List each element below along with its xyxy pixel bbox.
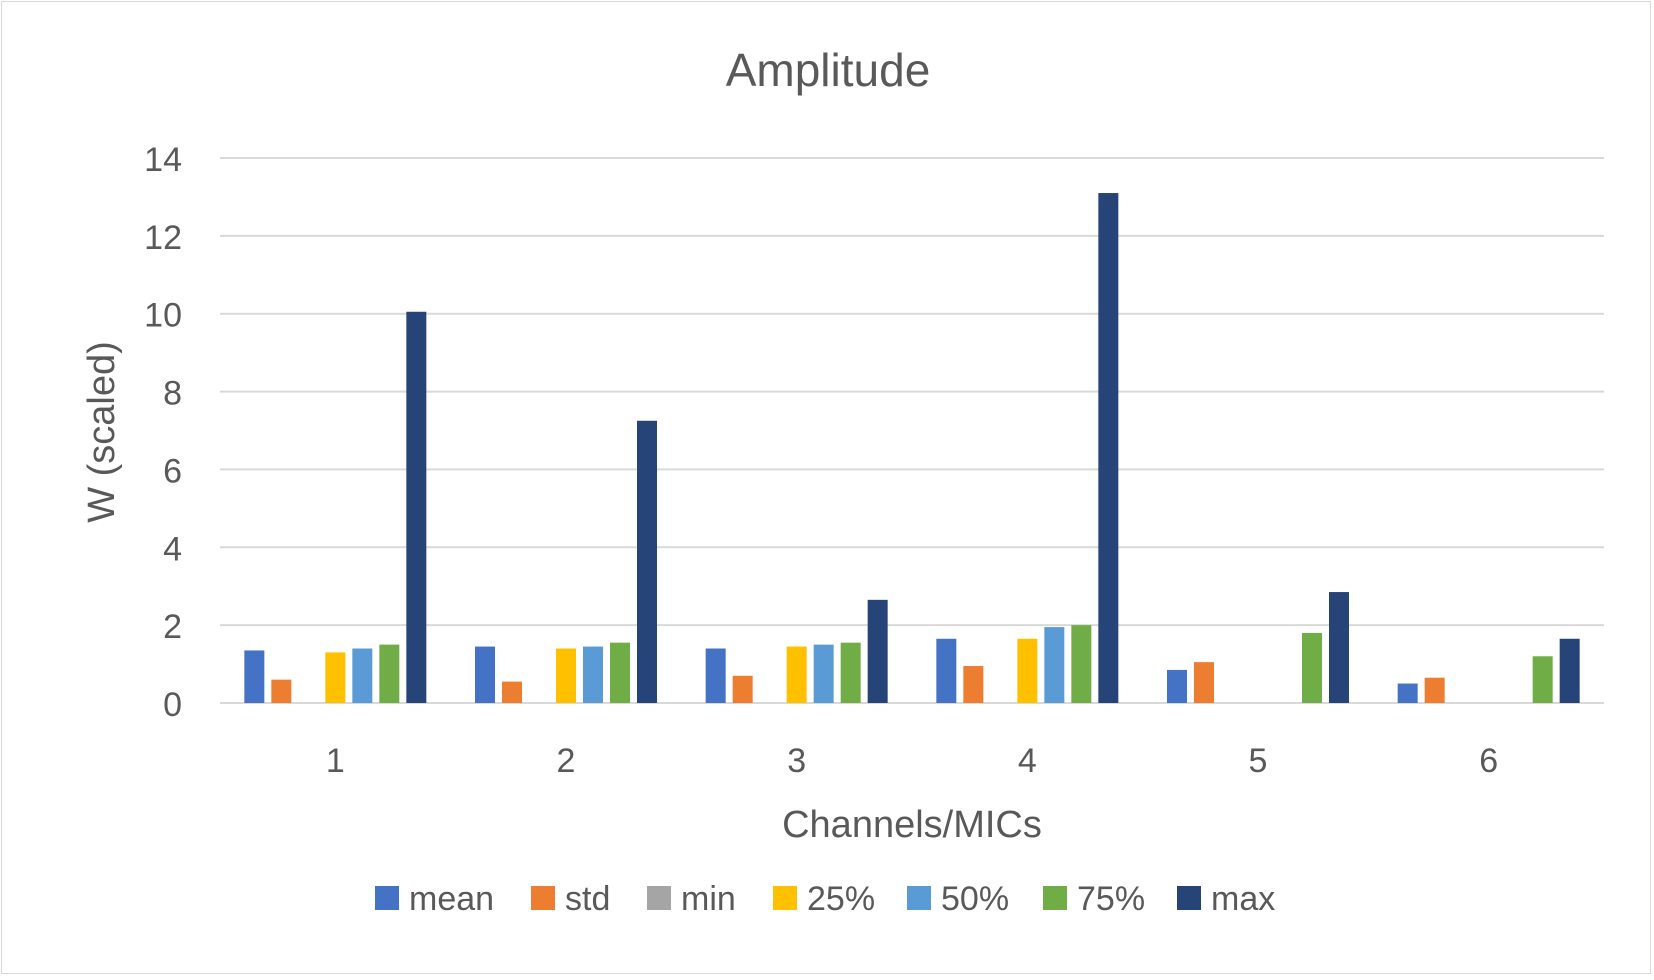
legend-item-max: max [1177,880,1275,918]
bar-50pct-1 [352,648,373,703]
y-tick-label: 6 [163,452,182,490]
legend-item-50pct: 50% [907,880,1009,918]
y-tick-label: 12 [144,219,182,257]
y-tick-labels: 0 2 4 6 8 10 12 14 [144,141,182,724]
legend-item-min: min [647,880,736,918]
bar-25pct-2 [556,648,576,703]
bar-std-2 [502,681,522,703]
legend-label: min [681,880,736,918]
bar-25pct-1 [325,652,346,703]
legend-swatch [647,886,671,910]
bar-75pct-2 [610,642,630,703]
legend-swatch [907,886,931,910]
bar-50pct-3 [813,644,834,703]
bar-max-5 [1329,592,1349,703]
x-tick-label: 5 [1249,742,1268,780]
bar-mean-2 [475,646,495,703]
bar-max-1 [406,311,427,703]
legend-label: max [1211,880,1275,918]
bar-max-3 [867,599,888,703]
bar-75pct-4 [1071,625,1092,703]
bar-max-4 [1098,193,1119,704]
legend-item-75pct: 75% [1043,880,1145,918]
legend-swatch [531,886,555,910]
x-tick-label: 6 [1479,742,1498,780]
x-tick-labels: 1 2 3 4 5 6 [326,742,1498,780]
legend-label: 75% [1077,880,1145,918]
x-tick-label: 1 [326,742,345,780]
bar-max-2 [637,420,657,703]
bar-75pct-3 [840,642,861,703]
bar-std-3 [732,675,753,703]
legend-swatch [375,886,399,910]
bar-75pct-6 [1532,656,1553,703]
legend-label: 25% [807,880,875,918]
legend: mean std min 25% 50% 75% max [375,880,1275,918]
y-tick-label: 14 [144,141,182,179]
x-tick-label: 2 [557,742,576,780]
bar-75pct-5 [1302,632,1322,703]
bar-mean-1 [244,650,265,703]
legend-label: mean [409,880,494,918]
bar-max-6 [1559,638,1580,703]
bar-std-5 [1194,662,1214,703]
bar-mean-3 [705,648,726,703]
bar-std-1 [271,679,292,703]
y-tick-label: 10 [144,297,182,335]
legend-item-mean: mean [375,880,494,918]
legend-swatch [1177,886,1201,910]
y-axis-label: W (scaled) [81,341,123,523]
bar-std-6 [1424,677,1445,703]
legend-label: 50% [941,880,1009,918]
bar-75pct-1 [379,644,400,703]
legend-swatch [1043,886,1067,910]
bar-std-4 [963,666,984,703]
bar-25pct-4 [1017,638,1038,703]
legend-label: std [565,880,610,918]
legend-swatch [773,886,797,910]
bar-25pct-3 [786,646,807,703]
bar-50pct-4 [1044,627,1065,703]
legend-item-25pct: 25% [773,880,875,918]
bar-50pct-2 [583,646,603,703]
x-axis-label: Channels/MICs [782,804,1042,846]
bars [244,193,1580,704]
bar-mean-5 [1167,669,1187,703]
y-tick-label: 0 [163,686,182,724]
y-tick-label: 8 [163,375,182,413]
gridlines [220,157,1604,704]
legend-item-std: std [531,880,610,918]
x-tick-label: 3 [787,742,806,780]
x-tick-label: 4 [1018,742,1037,780]
bar-mean-4 [936,638,957,703]
y-tick-label: 4 [163,530,182,568]
chart-title: Amplitude [726,44,931,96]
bar-mean-6 [1397,683,1418,703]
y-tick-label: 2 [163,608,182,646]
